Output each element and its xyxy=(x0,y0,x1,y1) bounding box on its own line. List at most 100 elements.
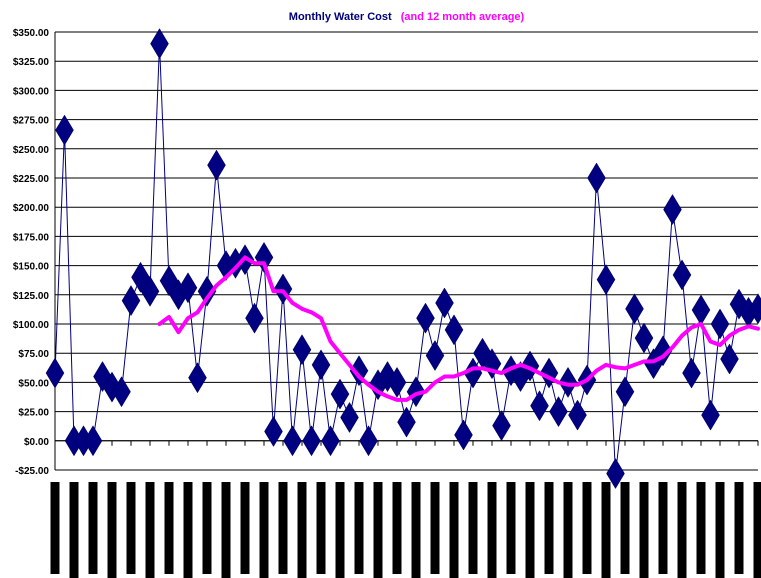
y-tick-label: $225.00 xyxy=(13,174,50,185)
x-category-label xyxy=(715,482,725,578)
series-monthly-cost xyxy=(45,28,761,489)
y-tick-label: $300.00 xyxy=(13,86,50,97)
y-tick-label: $275.00 xyxy=(13,116,50,127)
cost-point-marker xyxy=(625,293,644,325)
cost-point-marker xyxy=(530,390,549,422)
x-axis-category-labels xyxy=(50,440,761,578)
average-series-line xyxy=(157,255,760,402)
cost-point-marker xyxy=(454,419,473,451)
x-category-label xyxy=(620,482,630,574)
cost-point-marker xyxy=(283,425,302,457)
cost-point-marker xyxy=(140,275,160,307)
cost-point-marker xyxy=(663,194,682,226)
cost-point-marker xyxy=(197,275,217,307)
x-category-label xyxy=(449,482,459,578)
y-axis-tick-labels: -$25.00 $0.00 $25.00 $50.00 $75.00 $100.00 $12… xyxy=(13,28,50,477)
x-category-label xyxy=(601,482,611,578)
x-category-label xyxy=(221,482,231,578)
cost-point-marker xyxy=(748,293,761,325)
cost-point-marker xyxy=(691,294,711,326)
x-category-label xyxy=(354,482,364,574)
cost-point-marker xyxy=(672,259,692,291)
cost-point-marker xyxy=(444,314,464,346)
series-12-month-average xyxy=(157,255,760,402)
cost-point-marker xyxy=(416,302,435,334)
x-category-label xyxy=(468,482,478,574)
y-tick-label: $75.00 xyxy=(18,349,49,360)
cost-point-marker xyxy=(701,399,720,431)
cost-point-marker xyxy=(112,376,131,408)
x-category-label xyxy=(430,482,440,574)
x-category-label xyxy=(316,482,326,574)
cost-point-marker xyxy=(264,415,283,447)
cost-point-marker xyxy=(245,302,264,334)
cost-point-marker xyxy=(45,357,65,389)
cost-point-marker xyxy=(311,349,331,381)
x-category-label xyxy=(278,482,288,574)
y-tick-label: $125.00 xyxy=(13,291,50,302)
cost-point-marker xyxy=(492,410,511,442)
cost-point-marker xyxy=(302,425,321,457)
y-tick-label: $200.00 xyxy=(13,203,50,214)
x-category-label xyxy=(677,482,687,578)
x-category-label xyxy=(563,482,573,578)
y-tick-label: -$25.00 xyxy=(15,466,49,477)
x-category-label xyxy=(50,482,60,574)
cost-point-marker xyxy=(435,287,454,319)
cost-point-marker xyxy=(615,376,635,408)
cost-point-marker xyxy=(587,162,606,194)
chart-title-main: Monthly Water Cost xyxy=(289,11,392,23)
cost-point-marker xyxy=(682,357,701,389)
x-category-label xyxy=(145,482,155,578)
cost-point-marker xyxy=(720,343,739,375)
x-category-label xyxy=(392,482,402,574)
cost-point-marker xyxy=(406,376,426,408)
x-category-label xyxy=(107,482,117,578)
cost-point-marker xyxy=(397,406,416,438)
x-category-label xyxy=(544,482,554,574)
y-tick-label: $50.00 xyxy=(18,378,49,389)
x-category-label xyxy=(297,482,307,578)
x-category-label xyxy=(164,482,174,574)
cost-point-marker xyxy=(83,425,103,457)
y-tick-label: $0.00 xyxy=(24,437,49,448)
y-tick-label: $150.00 xyxy=(13,262,50,273)
cost-point-marker xyxy=(292,334,312,366)
cost-point-marker xyxy=(520,350,540,382)
cost-point-marker xyxy=(55,114,74,146)
cost-point-marker xyxy=(207,149,226,181)
x-category-label xyxy=(525,482,535,578)
x-category-label xyxy=(259,482,269,578)
cost-point-marker xyxy=(634,322,654,354)
cost-point-marker xyxy=(425,340,445,372)
y-tick-label: $325.00 xyxy=(13,57,50,68)
x-category-label xyxy=(373,482,383,578)
cost-point-marker xyxy=(121,285,141,317)
x-category-label xyxy=(696,482,706,574)
x-category-label xyxy=(69,482,79,578)
x-category-label xyxy=(183,482,193,578)
y-tick-label: $25.00 xyxy=(18,408,49,419)
x-category-label xyxy=(487,482,497,578)
x-category-label xyxy=(753,482,761,578)
y-tick-label: $250.00 xyxy=(13,145,50,156)
y-tick-label: $100.00 xyxy=(13,320,50,331)
x-category-label xyxy=(658,482,668,574)
chart-subtitle: (and 12 month average) xyxy=(401,11,525,23)
cost-point-marker xyxy=(387,366,407,398)
cost-point-marker xyxy=(330,378,350,410)
cost-point-marker xyxy=(150,28,169,60)
x-category-label xyxy=(202,482,212,574)
x-category-label xyxy=(639,482,649,578)
cost-point-marker xyxy=(606,458,625,489)
x-category-label xyxy=(734,482,744,574)
cost-point-marker xyxy=(359,425,378,457)
cost-point-marker xyxy=(178,272,198,304)
cost-point-marker xyxy=(340,401,359,433)
y-tick-label: $175.00 xyxy=(13,232,50,243)
x-category-label xyxy=(506,482,516,574)
x-category-label xyxy=(582,482,592,574)
x-category-label xyxy=(335,482,345,578)
cost-point-marker xyxy=(596,264,616,296)
